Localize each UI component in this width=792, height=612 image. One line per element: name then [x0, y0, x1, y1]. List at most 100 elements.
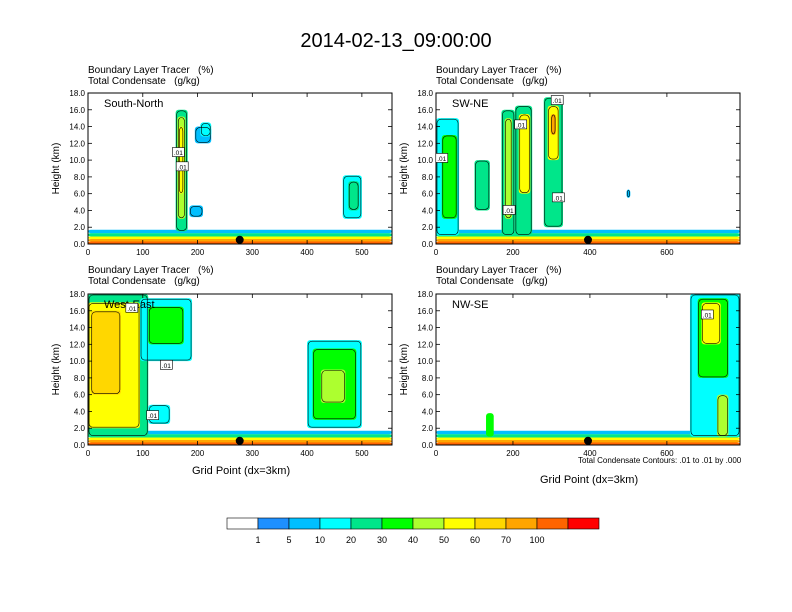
plot-frame: [87, 92, 393, 245]
x-tick-label: 400: [300, 449, 314, 458]
condensate-contour: [91, 311, 121, 394]
contour-label: .01: [703, 312, 712, 319]
condensate-contour: [442, 135, 457, 219]
y-tick-label: 6.0: [74, 190, 86, 199]
tracer-cell: [189, 205, 204, 218]
y-tick-label: 18.0: [417, 89, 433, 98]
condensate-contour: [698, 298, 728, 378]
plot-panel-west-east: 0.0 2.0 4.0 6.0 8.0 10.0 12.0 14.0 16.0 18.0 0 100 2…: [51, 290, 393, 458]
y-tick-label: 10.0: [69, 357, 85, 366]
y-tick-label: 12.0: [69, 139, 85, 148]
colorbar-swatch: [350, 517, 383, 530]
condensate-contour: [343, 175, 362, 219]
condensate-contour: [348, 181, 359, 210]
tracer-field: [436, 93, 740, 244]
condensate-contour: [179, 127, 184, 193]
y-tick-label: 14.0: [417, 123, 433, 132]
condensate-contour: [321, 370, 345, 403]
colorbar: 1 5 10 20 30 40 50 60 70 100: [226, 517, 600, 545]
panel-title-line2: Total Condensate (g/kg): [436, 76, 548, 87]
contour-label: .01: [554, 195, 563, 202]
colorbar-swatch: [226, 517, 259, 530]
y-tick-label: 0.0: [422, 240, 434, 249]
location-marker: [584, 436, 592, 445]
x-tick-label: 500: [355, 449, 369, 458]
panel-title-line1: Boundary Layer Tracer (%): [88, 65, 214, 76]
condensate-contour: [702, 303, 721, 344]
contour-label-box: [502, 205, 516, 215]
panel-label: SW-NE: [452, 98, 488, 110]
colorbar-swatch: [412, 517, 445, 530]
x-tick-label: 300: [246, 449, 260, 458]
y-tick-label: 8.0: [422, 173, 434, 182]
y-tick-label: 12.0: [417, 340, 433, 349]
y-tick-label: 6.0: [422, 391, 434, 400]
y-tick-label: 2.0: [74, 223, 86, 232]
tracer-cell: [716, 394, 729, 437]
y-tick-label: 16.0: [69, 307, 85, 316]
y-tick-label: 14.0: [69, 324, 85, 333]
plot-frame: [87, 293, 393, 446]
contour-label: .01: [437, 156, 446, 163]
y-tick-label: 0.0: [74, 441, 86, 450]
location-marker: [235, 436, 244, 445]
plot-frame: [435, 92, 741, 245]
plot-panel-south-north: 0.0 2.0 4.0 6.0 8.0 10.0 12.0 14.0 16.0 18.0 0 100 2…: [51, 89, 393, 257]
tracer-cell: [320, 369, 346, 404]
panel-title-line1: Boundary Layer Tracer (%): [436, 265, 562, 276]
plot-panel-nw-se: 0.0 2.0 4.0 6.0 8.0 10.0 12.0 14.0 16.0 18.0 0 200 4…: [399, 290, 741, 458]
colorbar-label: 10: [315, 535, 325, 545]
colorbar-swatch: [381, 517, 414, 530]
tracer-cell: [90, 310, 121, 395]
condensate-contour: [717, 395, 728, 436]
plot-background: [88, 93, 392, 244]
y-axis-label: Height (km): [51, 344, 62, 396]
x-tick-label: 0: [86, 449, 91, 458]
condensate-contour: [627, 190, 630, 198]
tracer-cell: [148, 306, 184, 345]
y-tick-label: 6.0: [74, 391, 86, 400]
y-tick-label: 16.0: [69, 106, 85, 115]
colorbar-swatch: [257, 517, 290, 530]
x-tick-label: 500: [355, 248, 369, 257]
x-tick-label: 400: [583, 449, 597, 458]
panel-label: NW-SE: [452, 299, 488, 311]
condensate-contour: [88, 303, 140, 428]
x-tick-label: 400: [300, 248, 314, 257]
contour-label-box: [146, 410, 159, 420]
x-tick-label: 0: [86, 248, 91, 257]
colorbar-swatch: [443, 517, 476, 530]
x-tick-label: 200: [191, 248, 205, 257]
tracer-cell: [436, 434, 740, 438]
y-tick-label: 10.0: [417, 357, 433, 366]
panel-title-line2: Total Condensate (g/kg): [88, 276, 200, 287]
contour-label: .01: [162, 363, 171, 370]
tracer-cell: [504, 118, 513, 219]
plot-panel-sw-ne: 0.0 2.0 4.0 6.0 8.0 10.0 12.0 14.0 16.0 18.0 0 200 4…: [399, 89, 741, 257]
y-tick-label: 8.0: [422, 374, 434, 383]
y-tick-label: 12.0: [69, 340, 85, 349]
y-tick-label: 4.0: [74, 407, 86, 416]
tracer-cell: [348, 181, 360, 211]
tracer-field: [88, 93, 392, 244]
y-tick-label: 14.0: [69, 123, 85, 132]
colorbar-swatch: [474, 517, 507, 530]
tracer-cell: [178, 126, 184, 194]
y-tick-label: 12.0: [417, 139, 433, 148]
contour-label-box: [514, 119, 527, 130]
panel-title-west-east: Boundary Layer Tracer (%) Total Condensat…: [88, 265, 214, 287]
figure-title: 2014-02-13_09:00:00: [300, 30, 492, 52]
tracer-cell: [486, 413, 494, 437]
panel-title-sw-ne: Boundary Layer Tracer (%) Total Condensat…: [436, 65, 562, 87]
panel-title-line2: Total Condensate (g/kg): [88, 76, 200, 87]
y-tick-label: 18.0: [417, 290, 433, 299]
y-tick-label: 16.0: [417, 106, 433, 115]
contour-label-box: [125, 302, 139, 313]
contour-label-box: [175, 161, 189, 172]
colorbar-label: 70: [501, 535, 511, 545]
colorbar-label: 30: [377, 535, 387, 545]
x-tick-label: 300: [246, 248, 260, 257]
tracer-cell: [436, 430, 740, 435]
tracer-cell: [88, 430, 392, 435]
